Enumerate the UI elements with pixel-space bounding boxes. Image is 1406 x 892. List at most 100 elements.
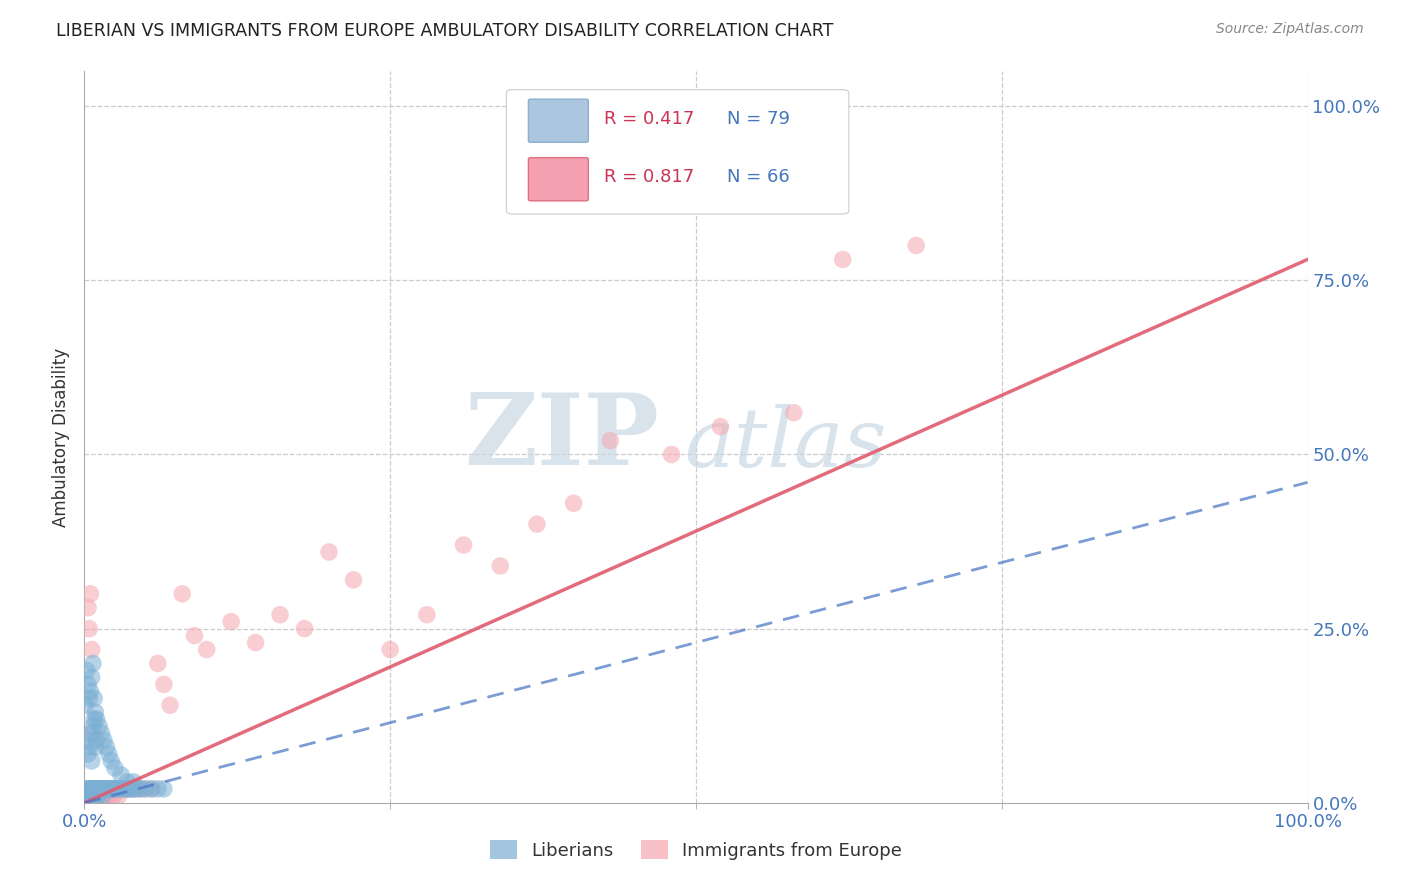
Point [103, 781, 125, 796]
Point [73, 789, 96, 803]
Y-axis label: Ambulatory Disability: Ambulatory Disability [52, 348, 70, 526]
Point [98, 781, 121, 796]
Point [77, 781, 100, 796]
Point [77, 781, 100, 796]
Text: R = 0.417: R = 0.417 [605, 110, 695, 128]
Point [105, 781, 128, 796]
Point [107, 789, 129, 803]
Point [599, 434, 621, 448]
Point [122, 775, 145, 789]
Point [709, 419, 731, 434]
Point [79, 684, 101, 698]
Point [146, 781, 169, 796]
Point [76, 789, 98, 803]
Point [562, 496, 585, 510]
Point [86, 781, 108, 796]
Point [141, 781, 163, 796]
Point [269, 607, 291, 622]
Point [115, 775, 138, 789]
Point [526, 517, 548, 532]
Point [153, 677, 176, 691]
Point [87, 789, 110, 803]
Point [84, 705, 107, 719]
Point [86, 781, 108, 796]
Point [103, 789, 125, 803]
Point [80, 754, 103, 768]
Point [87, 789, 110, 803]
Point [100, 789, 122, 803]
Point [172, 587, 194, 601]
Point [104, 781, 127, 796]
FancyBboxPatch shape [529, 158, 588, 201]
Point [77, 789, 100, 803]
Point [97, 781, 120, 796]
Point [73, 789, 96, 803]
Point [77, 781, 100, 796]
Point [141, 781, 163, 796]
Point [82, 781, 104, 796]
Point [90, 789, 112, 803]
Point [80, 789, 103, 803]
Legend: Liberians, Immigrants from Europe: Liberians, Immigrants from Europe [482, 833, 910, 867]
Point [80, 789, 103, 803]
Point [84, 740, 107, 755]
Point [79, 781, 101, 796]
Point [104, 761, 127, 775]
Point [96, 781, 118, 796]
Point [90, 781, 112, 796]
Point [86, 789, 108, 803]
Point [122, 781, 145, 796]
Text: Source: ZipAtlas.com: Source: ZipAtlas.com [1216, 22, 1364, 37]
Point [89, 781, 111, 796]
Point [83, 789, 105, 803]
Text: LIBERIAN VS IMMIGRANTS FROM EUROPE AMBULATORY DISABILITY CORRELATION CHART: LIBERIAN VS IMMIGRANTS FROM EUROPE AMBUL… [56, 22, 834, 40]
Point [783, 406, 806, 420]
Point [75, 789, 97, 803]
Point [77, 781, 100, 796]
Point [76, 733, 98, 747]
Point [75, 698, 97, 713]
Point [79, 789, 101, 803]
Point [117, 781, 139, 796]
Point [489, 558, 512, 573]
Point [82, 789, 104, 803]
Point [90, 726, 112, 740]
Point [318, 545, 340, 559]
Point [83, 781, 105, 796]
Point [101, 781, 124, 796]
Point [105, 781, 128, 796]
Point [831, 252, 853, 267]
Point [129, 781, 152, 796]
Point [97, 781, 120, 796]
Point [416, 607, 439, 622]
Point [75, 789, 97, 803]
Point [107, 781, 129, 796]
Point [83, 781, 105, 796]
Point [83, 789, 105, 803]
Point [79, 726, 101, 740]
Point [86, 712, 108, 726]
Point [87, 781, 110, 796]
Point [76, 664, 98, 678]
Text: R = 0.817: R = 0.817 [605, 169, 695, 186]
Point [183, 629, 205, 643]
Text: atlas: atlas [683, 404, 886, 484]
Point [94, 781, 117, 796]
Point [84, 789, 107, 803]
Point [91, 781, 114, 796]
Point [91, 781, 114, 796]
Point [89, 781, 111, 796]
Point [79, 789, 101, 803]
Text: N = 66: N = 66 [727, 169, 789, 186]
Point [77, 622, 100, 636]
Point [153, 781, 176, 796]
Point [84, 781, 107, 796]
Point [77, 789, 100, 803]
Point [146, 657, 169, 671]
Point [159, 698, 181, 713]
Text: N = 79: N = 79 [727, 110, 790, 128]
Point [83, 712, 105, 726]
Point [96, 789, 118, 803]
Point [77, 789, 100, 803]
Point [86, 733, 108, 747]
